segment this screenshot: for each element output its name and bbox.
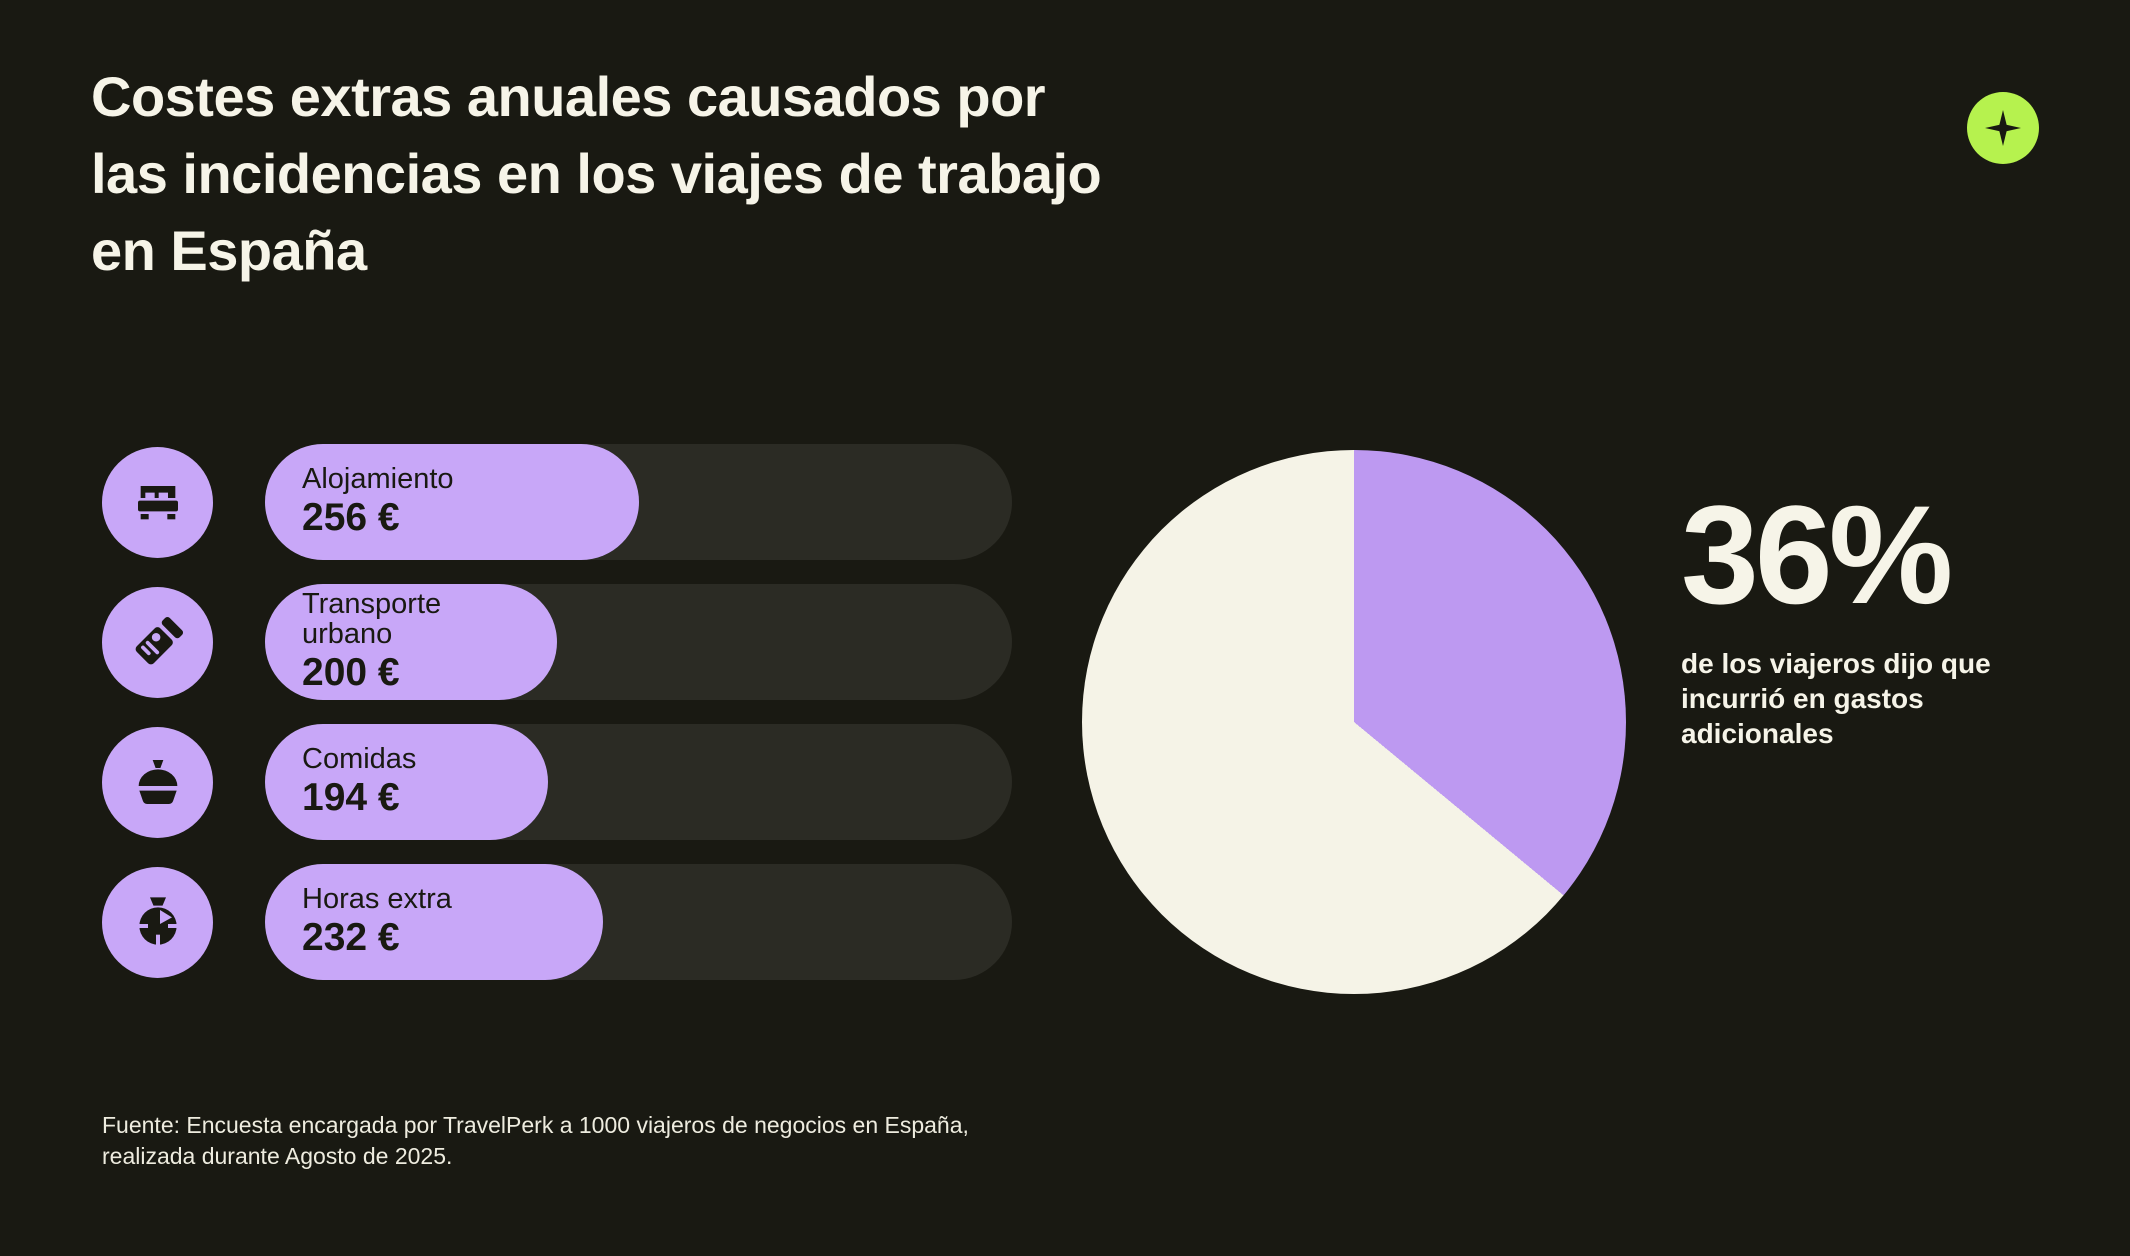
bar-track: Alojamiento 256 € xyxy=(265,444,1012,560)
bar-track: Comidas 194 € xyxy=(265,724,1012,840)
travelperk-logo xyxy=(1967,92,2039,164)
bar-value: 256 € xyxy=(302,496,400,539)
ticket-icon xyxy=(102,586,213,698)
bar-row-horas-extra: Horas extra 232 € xyxy=(102,864,1012,980)
page-title: Costes extras anuales causados por las i… xyxy=(91,65,1102,282)
source-note: Fuente: Encuesta encargada por TravelPer… xyxy=(102,1112,969,1169)
stat-value: 36% xyxy=(1681,476,1953,633)
meal-cloche-icon xyxy=(102,726,213,838)
pie-chart xyxy=(1082,450,1626,994)
bar-row-comidas: Comidas 194 € xyxy=(102,724,1012,840)
bed-icon xyxy=(102,446,213,558)
stat-caption: de los viajeros dijo que incurrió en gas… xyxy=(1681,648,1991,749)
bar-fill: Alojamiento 256 € xyxy=(265,444,639,560)
bar-label: Horas extra xyxy=(302,883,452,915)
cost-bars: Alojamiento 256 € xyxy=(102,444,1012,1004)
bar-value: 194 € xyxy=(302,776,400,819)
stat-block: 36% de los viajeros dijo que incurrió en… xyxy=(1681,476,2041,751)
plus-star-icon xyxy=(1979,104,2027,152)
bar-label: Transporte urbano xyxy=(302,588,442,650)
bar-track: Transporte urbano 200 € xyxy=(265,584,1012,700)
bar-fill: Comidas 194 € xyxy=(265,724,549,840)
bar-row-alojamiento: Alojamiento 256 € xyxy=(102,444,1012,560)
bar-fill: Transporte urbano 200 € xyxy=(265,584,557,700)
bar-value: 200 € xyxy=(302,651,400,694)
stopwatch-icon xyxy=(102,866,213,978)
bar-row-transporte-urbano: Transporte urbano 200 € xyxy=(102,584,1012,700)
bar-value: 232 € xyxy=(302,916,400,959)
bar-track: Horas extra 232 € xyxy=(265,864,1012,980)
bar-label: Alojamiento xyxy=(302,463,454,495)
bar-label: Comidas xyxy=(302,743,417,775)
bar-fill: Horas extra 232 € xyxy=(265,864,604,980)
